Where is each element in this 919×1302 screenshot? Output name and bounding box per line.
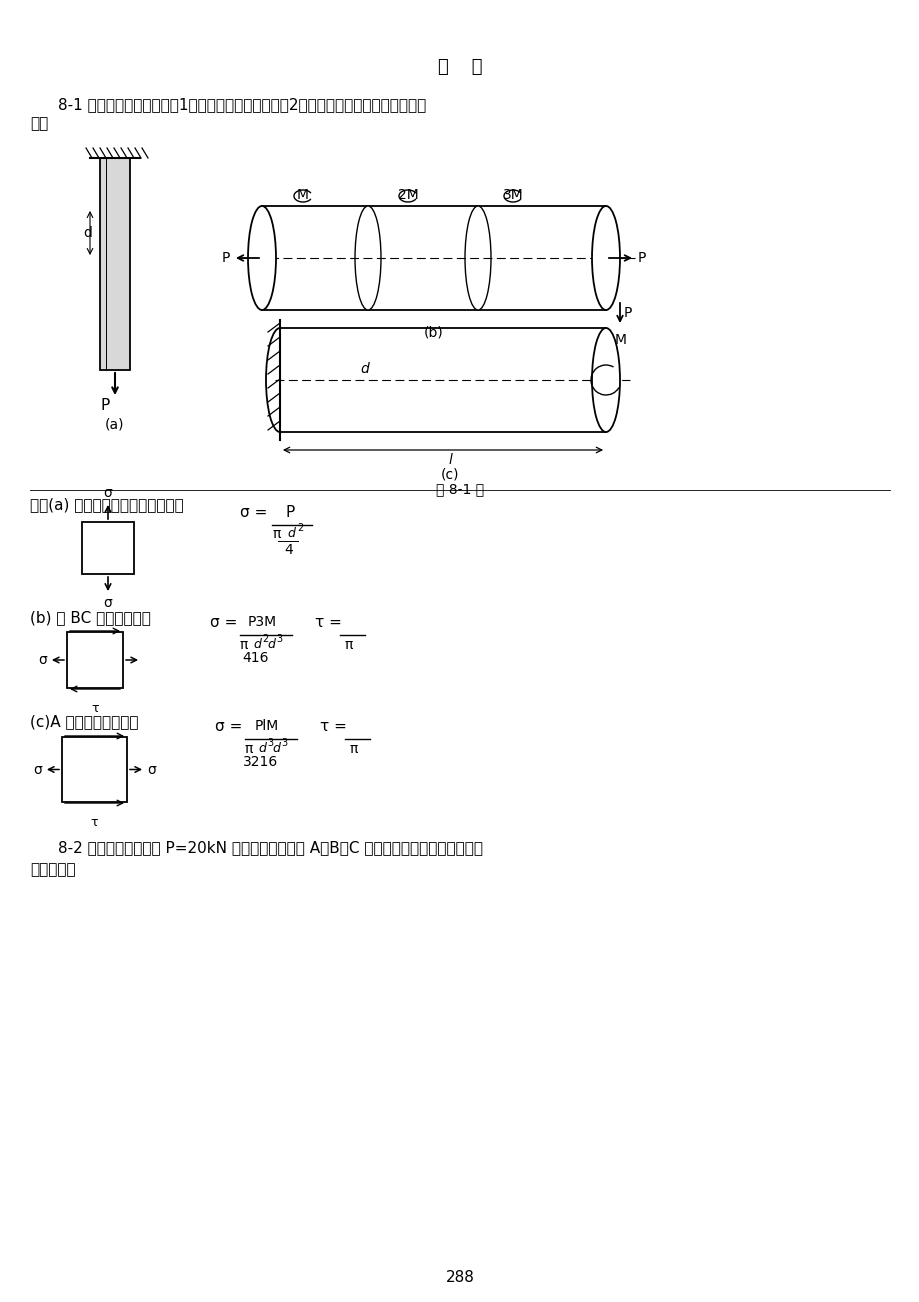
Text: π: π — [273, 527, 281, 542]
Text: (b): (b) — [424, 326, 443, 339]
Text: P: P — [637, 251, 646, 266]
Text: P: P — [221, 251, 230, 266]
Ellipse shape — [591, 328, 619, 432]
Text: π: π — [244, 742, 253, 756]
Text: 态。: 态。 — [30, 116, 48, 132]
Text: σ =: σ = — [210, 615, 237, 630]
Text: 288: 288 — [445, 1269, 474, 1285]
Bar — [100, 158, 130, 370]
Ellipse shape — [248, 206, 276, 310]
Text: l: l — [448, 453, 451, 467]
Text: d: d — [257, 742, 266, 755]
Text: d: d — [83, 227, 92, 240]
Text: 小及方位。: 小及方位。 — [30, 862, 75, 878]
Text: (c)A 截面的最上面一点: (c)A 截面的最上面一点 — [30, 713, 139, 729]
Text: σ: σ — [104, 486, 112, 500]
Text: 题 8-1 图: 题 8-1 图 — [436, 482, 483, 496]
Text: τ =: τ = — [314, 615, 342, 630]
Text: 解：(a) 在任意横截面上，任意一点: 解：(a) 在任意横截面上，任意一点 — [30, 497, 184, 512]
Text: 3: 3 — [267, 738, 273, 749]
Text: PlM: PlM — [255, 719, 278, 733]
Text: 8-2 图示悬臂棁受载荷 P=20kN 作用，试绘单元体 A、B、C 的应力图，并确定主应力的大: 8-2 图示悬臂棁受载荷 P=20kN 作用，试绘单元体 A、B、C 的应力图，… — [58, 840, 482, 855]
Text: σ: σ — [147, 763, 155, 776]
Text: σ: σ — [39, 654, 47, 667]
Text: τ =: τ = — [320, 719, 346, 734]
Text: 3216: 3216 — [244, 755, 278, 769]
Text: 2: 2 — [262, 634, 268, 644]
Text: M: M — [297, 187, 309, 202]
Text: M: M — [614, 333, 627, 348]
Text: σ =: σ = — [240, 505, 267, 519]
Text: d: d — [253, 638, 261, 651]
Text: π: π — [240, 638, 248, 652]
Text: σ: σ — [104, 596, 112, 611]
Text: 4: 4 — [284, 543, 292, 557]
Ellipse shape — [464, 206, 491, 310]
Text: 2M: 2M — [397, 187, 418, 202]
Text: (c): (c) — [440, 467, 459, 480]
Text: (a): (a) — [105, 418, 125, 432]
Text: d: d — [287, 527, 295, 540]
Bar — [62, 737, 127, 802]
Bar — [82, 522, 134, 574]
Text: 8-1 构件受力如图所示。（1）确定危险点的位置；（2）用单元体表示危险点的应力状: 8-1 构件受力如图所示。（1）确定危险点的位置；（2）用单元体表示危险点的应力… — [58, 98, 425, 112]
Text: d: d — [272, 742, 279, 755]
Text: d: d — [267, 638, 275, 651]
Bar — [67, 631, 123, 687]
Text: τ: τ — [91, 816, 98, 829]
Text: π: π — [345, 638, 353, 652]
Text: 3M: 3M — [502, 187, 523, 202]
Text: 3: 3 — [280, 738, 287, 749]
Text: P: P — [285, 505, 294, 519]
Text: 习    题: 习 题 — [437, 59, 482, 76]
Text: P: P — [623, 306, 631, 320]
Text: 2: 2 — [297, 523, 303, 533]
Text: 3: 3 — [276, 634, 282, 644]
Ellipse shape — [355, 206, 380, 310]
Text: P3M: P3M — [247, 615, 277, 629]
Text: π: π — [349, 742, 358, 756]
Text: σ: σ — [33, 763, 42, 776]
Text: τ: τ — [91, 702, 98, 715]
Text: (b) 在 BC 段的外表面处: (b) 在 BC 段的外表面处 — [30, 611, 151, 625]
Text: 416: 416 — [243, 651, 269, 665]
Text: d: d — [359, 362, 369, 376]
Ellipse shape — [591, 206, 619, 310]
Text: P: P — [101, 398, 110, 413]
Text: σ =: σ = — [215, 719, 242, 734]
